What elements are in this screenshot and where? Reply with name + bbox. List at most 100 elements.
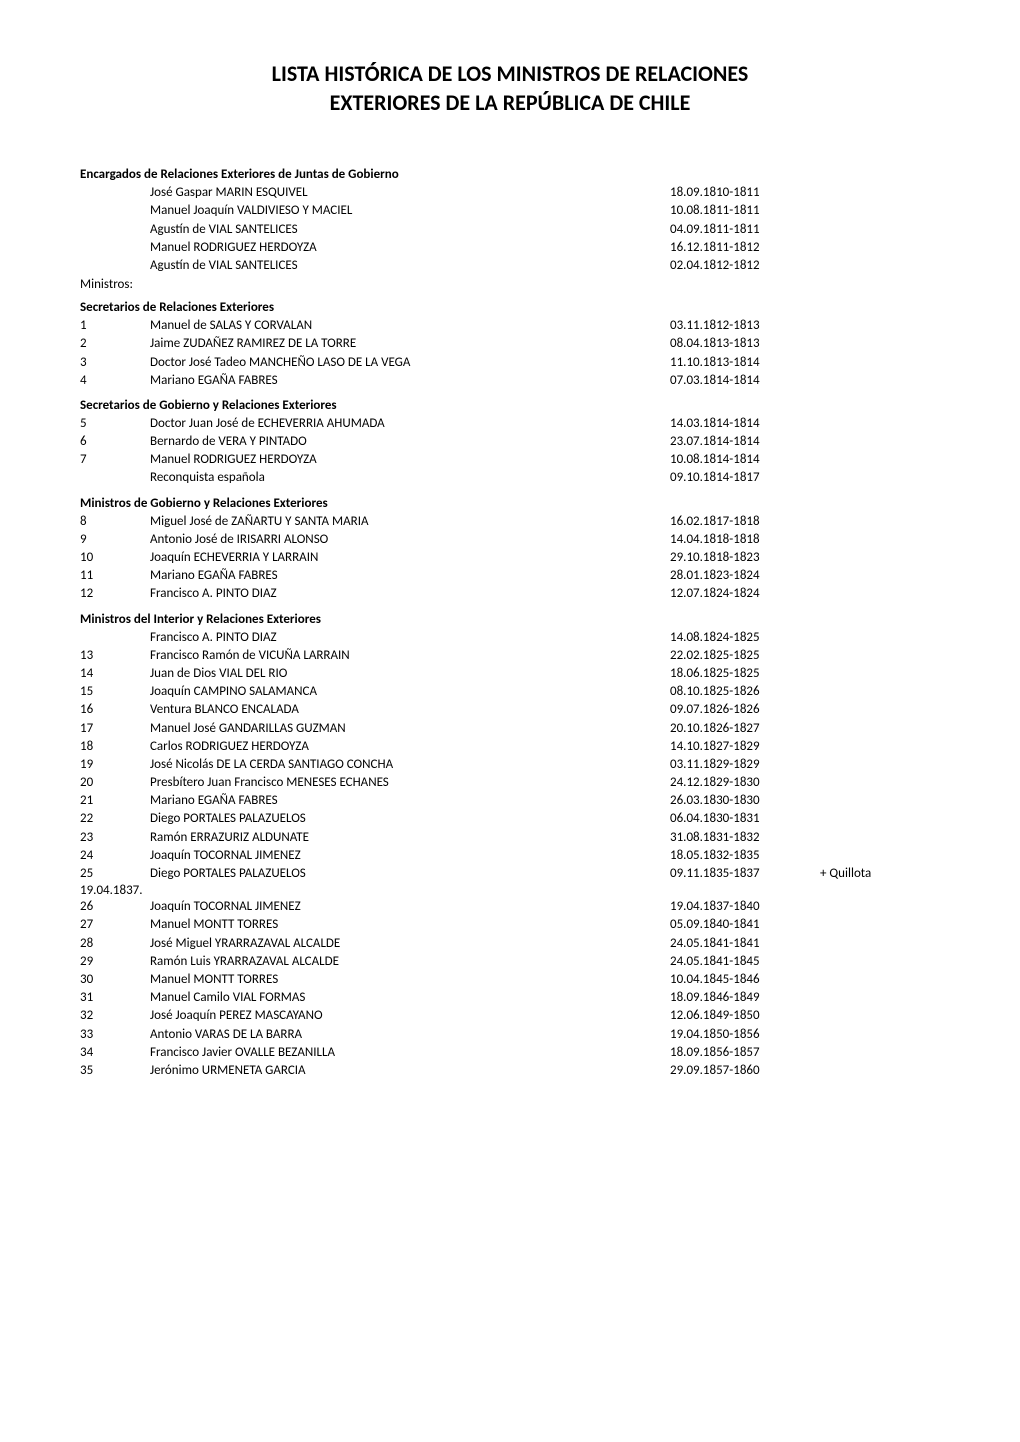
item-date: 10.04.1845-1846 (670, 971, 820, 989)
item-name: Bernardo de VERA Y PINTADO (150, 433, 670, 451)
list-item: 11Mariano EGAÑA FABRES28.01.1823-1824 (80, 567, 940, 585)
item-date: 24.05.1841-1845 (670, 953, 820, 971)
item-date: 04.09.1811-1811 (670, 221, 820, 239)
item-name: Manuel MONTT TORRES (150, 971, 670, 989)
item-extra: + Quillota (820, 865, 940, 883)
item-number: 26 (80, 898, 150, 916)
title-line-1: LISTA HISTÓRICA DE LOS MINISTROS DE RELA… (272, 60, 749, 87)
item-date: 14.04.1818-1818 (670, 531, 820, 549)
section-header-3: Secretarios de Gobierno y Relaciones Ext… (80, 398, 940, 413)
list-item: 2Jaime ZUDAÑEZ RAMIREZ DE LA TORRE08.04.… (80, 335, 940, 353)
item-date: 16.02.1817-1818 (670, 513, 820, 531)
document-title: LISTA HISTÓRICA DE LOS MINISTROS DE RELA… (80, 60, 940, 117)
list-item: 17Manuel José GANDARILLAS GUZMAN20.10.18… (80, 720, 940, 738)
item-number: 14 (80, 665, 150, 683)
list-item: 19José Nicolás DE LA CERDA SANTIAGO CONC… (80, 756, 940, 774)
item-name: Diego PORTALES PALAZUELOS (150, 865, 670, 883)
item-name: Reconquista española (150, 469, 670, 487)
list-item: 15Joaquín CAMPINO SALAMANCA08.10.1825-18… (80, 683, 940, 701)
item-name: Joaquín TOCORNAL JIMENEZ (150, 898, 670, 916)
section-4-list: 8Miguel José de ZAÑARTU Y SANTA MARIA16.… (80, 513, 940, 604)
list-item: 10Joaquín ECHEVERRIA Y LARRAIN29.10.1818… (80, 549, 940, 567)
item-name: Francisco A. PINTO DIAZ (150, 629, 670, 647)
item-name: Manuel Joaquín VALDIVIESO Y MACIEL (150, 202, 670, 220)
item-number: 33 (80, 1026, 150, 1044)
continuation-date: 19.04.1837. (80, 883, 940, 898)
list-item: 18Carlos RODRIGUEZ HERDOYZA14.10.1827-18… (80, 738, 940, 756)
list-item: 13Francisco Ramón de VICUÑA LARRAIN22.02… (80, 647, 940, 665)
item-number: 30 (80, 971, 150, 989)
section-header-2: Secretarios de Relaciones Exteriores (80, 300, 940, 315)
list-item: 9Antonio José de IRISARRI ALONSO14.04.18… (80, 531, 940, 549)
item-name: Doctor José Tadeo MANCHEÑO LASO DE LA VE… (150, 354, 670, 372)
item-name: Mariano EGAÑA FABRES (150, 567, 670, 585)
item-number: 21 (80, 792, 150, 810)
item-name: Juan de Dios VIAL DEL RIO (150, 665, 670, 683)
item-date: 23.07.1814-1814 (670, 433, 820, 451)
item-date: 28.01.1823-1824 (670, 567, 820, 585)
item-number: 9 (80, 531, 150, 549)
list-item: 6Bernardo de VERA Y PINTADO23.07.1814-18… (80, 433, 940, 451)
item-name: Diego PORTALES PALAZUELOS (150, 810, 670, 828)
item-name: José Gaspar MARIN ESQUIVEL (150, 184, 670, 202)
item-date: 16.12.1811-1812 (670, 239, 820, 257)
list-item: Agustín de VIAL SANTELICES04.09.1811-181… (80, 221, 940, 239)
list-item: 28José Miguel YRARRAZAVAL ALCALDE24.05.1… (80, 935, 940, 953)
section-2-list: 1Manuel de SALAS Y CORVALAN03.11.1812-18… (80, 317, 940, 390)
list-item: 32José Joaquín PEREZ MASCAYANO12.06.1849… (80, 1007, 940, 1025)
item-name: Joaquín ECHEVERRIA Y LARRAIN (150, 549, 670, 567)
item-date: 10.08.1814-1814 (670, 451, 820, 469)
item-date: 03.11.1812-1813 (670, 317, 820, 335)
item-date: 29.10.1818-1823 (670, 549, 820, 567)
item-name: Joaquín TOCORNAL JIMENEZ (150, 847, 670, 865)
item-name: Presbítero Juan Francisco MENESES ECHANE… (150, 774, 670, 792)
section-header-5: Ministros del Interior y Relaciones Exte… (80, 612, 940, 627)
list-item: 8Miguel José de ZAÑARTU Y SANTA MARIA16.… (80, 513, 940, 531)
item-number: 7 (80, 451, 150, 469)
list-item: 22Diego PORTALES PALAZUELOS06.04.1830-18… (80, 810, 940, 828)
item-number: 2 (80, 335, 150, 353)
item-date: 07.03.1814-1814 (670, 372, 820, 390)
list-item: 25Diego PORTALES PALAZUELOS09.11.1835-18… (80, 865, 940, 883)
section-3-list: 5Doctor Juan José de ECHEVERRIA AHUMADA1… (80, 415, 940, 488)
item-number: 19 (80, 756, 150, 774)
item-date: 08.04.1813-1813 (670, 335, 820, 353)
item-date: 05.09.1840-1841 (670, 916, 820, 934)
list-item: 30Manuel MONTT TORRES10.04.1845-1846 (80, 971, 940, 989)
item-date: 29.09.1857-1860 (670, 1062, 820, 1080)
item-number: 17 (80, 720, 150, 738)
item-name: Ramón Luis YRARRAZAVAL ALCALDE (150, 953, 670, 971)
list-item: 23Ramón ERRAZURIZ ALDUNATE31.08.1831-183… (80, 829, 940, 847)
item-name: Francisco Javier OVALLE BEZANILLA (150, 1044, 670, 1062)
item-date: 18.05.1832-1835 (670, 847, 820, 865)
list-item: 5Doctor Juan José de ECHEVERRIA AHUMADA1… (80, 415, 940, 433)
item-date: 14.10.1827-1829 (670, 738, 820, 756)
item-date: 14.08.1824-1825 (670, 629, 820, 647)
list-item: 35Jerónimo URMENETA GARCIA29.09.1857-186… (80, 1062, 940, 1080)
list-item: 27Manuel MONTT TORRES05.09.1840-1841 (80, 916, 940, 934)
item-date: 12.07.1824-1824 (670, 585, 820, 603)
section-header-1: Encargados de Relaciones Exteriores de J… (80, 167, 940, 182)
item-number: 1 (80, 317, 150, 335)
item-number: 32 (80, 1007, 150, 1025)
section-5-list: Francisco A. PINTO DIAZ14.08.1824-182513… (80, 629, 940, 884)
title-line-2: EXTERIORES DE LA REPÚBLICA DE CHILE (330, 89, 691, 116)
list-item: 16Ventura BLANCO ENCALADA09.07.1826-1826 (80, 701, 940, 719)
item-number: 24 (80, 847, 150, 865)
item-date: 09.11.1835-1837 (670, 865, 820, 883)
item-name: Agustín de VIAL SANTELICES (150, 221, 670, 239)
item-date: 14.03.1814-1814 (670, 415, 820, 433)
list-item: 1Manuel de SALAS Y CORVALAN03.11.1812-18… (80, 317, 940, 335)
item-name: Miguel José de ZAÑARTU Y SANTA MARIA (150, 513, 670, 531)
item-number: 27 (80, 916, 150, 934)
item-number: 31 (80, 989, 150, 1007)
item-number: 10 (80, 549, 150, 567)
item-number: 20 (80, 774, 150, 792)
item-number: 16 (80, 701, 150, 719)
list-item: 33Antonio VARAS DE LA BARRA19.04.1850-18… (80, 1026, 940, 1044)
list-item: 26Joaquín TOCORNAL JIMENEZ19.04.1837-184… (80, 898, 940, 916)
item-date: 09.07.1826-1826 (670, 701, 820, 719)
item-date: 06.04.1830-1831 (670, 810, 820, 828)
item-name: Jaime ZUDAÑEZ RAMIREZ DE LA TORRE (150, 335, 670, 353)
list-item: 3Doctor José Tadeo MANCHEÑO LASO DE LA V… (80, 354, 940, 372)
